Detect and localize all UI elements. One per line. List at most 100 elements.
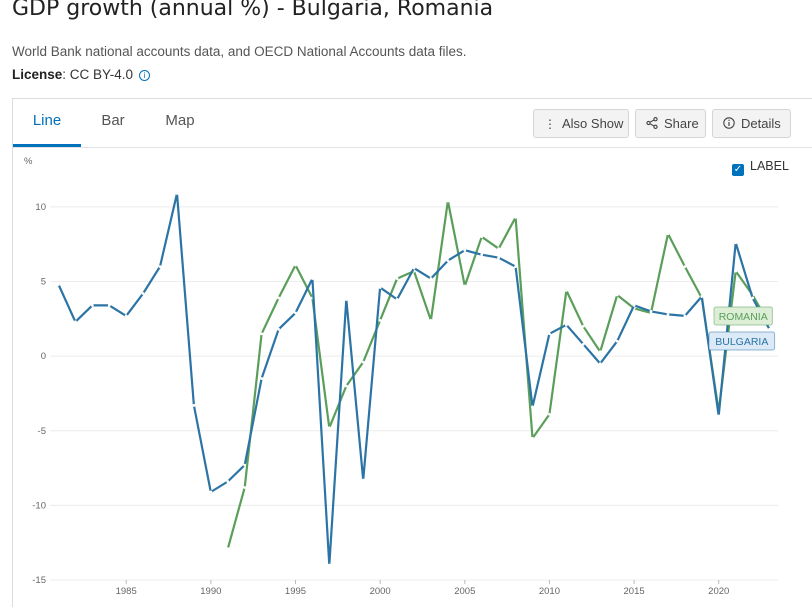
share-icon xyxy=(646,111,658,138)
series-line-romania xyxy=(226,199,771,549)
data-point xyxy=(734,269,738,273)
series-label: BULGARIA xyxy=(715,336,768,348)
data-point xyxy=(90,304,94,307)
data-point xyxy=(378,318,382,322)
data-point xyxy=(632,304,636,307)
data-point xyxy=(700,295,704,298)
data-point xyxy=(514,215,517,219)
x-tick-label: 1985 xyxy=(116,586,137,597)
data-point xyxy=(751,296,755,300)
tab-bar[interactable]: Bar xyxy=(101,112,125,129)
data-point xyxy=(344,384,348,388)
data-point xyxy=(327,426,331,430)
data-point xyxy=(666,232,670,236)
data-point xyxy=(531,405,534,409)
data-point xyxy=(378,286,382,289)
data-point xyxy=(446,259,450,263)
label-toggle[interactable]: ✓ LABEL xyxy=(732,159,789,176)
data-point xyxy=(734,241,738,245)
data-point xyxy=(480,253,484,257)
data-point xyxy=(141,292,145,295)
data-point xyxy=(57,283,60,286)
info-icon[interactable]: i xyxy=(139,70,151,81)
x-tick-label: 2010 xyxy=(539,586,560,597)
data-point xyxy=(209,490,213,494)
data-point xyxy=(548,332,551,336)
details-label: Details xyxy=(741,116,781,131)
data-point xyxy=(446,199,450,203)
series-line-bulgaria xyxy=(57,192,771,567)
y-tick-label: -10 xyxy=(32,500,46,511)
details-button[interactable]: Details xyxy=(712,109,791,138)
data-point xyxy=(226,547,230,551)
share-button[interactable]: Share xyxy=(635,109,706,138)
data-point xyxy=(548,412,551,416)
info-circle-icon xyxy=(723,111,735,138)
data-point xyxy=(361,478,365,482)
data-point xyxy=(429,277,433,280)
data-point xyxy=(294,263,297,267)
data-point xyxy=(192,404,196,407)
data-point xyxy=(344,298,348,301)
data-point xyxy=(581,342,585,346)
tab-line[interactable]: Line xyxy=(13,99,81,147)
data-point xyxy=(649,309,653,313)
x-tick-label: 1995 xyxy=(285,586,306,597)
data-point xyxy=(361,360,365,364)
y-tick-label: -15 xyxy=(32,575,46,586)
share-label: Share xyxy=(664,116,699,131)
checkbox-checked-icon[interactable]: ✓ xyxy=(732,164,744,176)
x-tick-label: 2015 xyxy=(624,586,645,597)
data-point xyxy=(497,256,501,260)
data-point xyxy=(260,332,264,336)
data-point xyxy=(564,289,568,292)
license-line: License: CC BY-4.0 i xyxy=(12,67,151,82)
x-tick-label: 2020 xyxy=(708,586,729,597)
data-point xyxy=(327,563,331,567)
data-point xyxy=(683,265,687,269)
data-point xyxy=(124,314,128,318)
data-point xyxy=(768,327,771,331)
data-point xyxy=(107,304,111,307)
data-point xyxy=(277,327,280,331)
license-label: License xyxy=(12,67,63,82)
data-point xyxy=(243,463,247,467)
data-point xyxy=(514,265,517,269)
x-tick-label: 1990 xyxy=(200,586,221,597)
data-point xyxy=(581,324,585,328)
x-tick-label: 2000 xyxy=(370,586,391,597)
series-label-box xyxy=(713,306,773,326)
also-show-button[interactable]: ⋮ Also Show xyxy=(533,109,629,138)
data-point xyxy=(226,480,230,483)
series-label: ROMANIA xyxy=(719,311,768,323)
data-point xyxy=(395,298,399,301)
data-point xyxy=(158,265,162,269)
y-tick-label: -5 xyxy=(38,426,46,437)
data-point xyxy=(666,312,670,316)
data-point xyxy=(564,323,568,327)
license-value: : CC BY-4.0 xyxy=(62,67,134,82)
data-point xyxy=(463,284,467,288)
y-tick-label: 5 xyxy=(41,277,46,288)
data-point xyxy=(311,277,314,280)
y-tick-label: 0 xyxy=(41,351,46,362)
data-point xyxy=(497,247,501,251)
x-tick-label: 2005 xyxy=(454,586,475,597)
tab-map[interactable]: Map xyxy=(165,112,195,129)
label-toggle-text: LABEL xyxy=(750,159,789,173)
data-point xyxy=(615,339,619,343)
also-show-label: Also Show xyxy=(562,116,624,131)
y-tick-label: 10 xyxy=(35,202,46,213)
data-point xyxy=(429,318,433,322)
data-point xyxy=(412,266,416,270)
source-note: World Bank national accounts data, and O… xyxy=(12,44,467,59)
y-axis-unit-label: % xyxy=(24,156,33,167)
series-label-box xyxy=(708,331,776,351)
page-title: GDP growth (annual %) - Bulgaria, Romani… xyxy=(12,0,494,21)
data-point xyxy=(395,277,399,280)
view-tabs: Line Bar Map ⋮ Also Show Share Details xyxy=(13,99,812,148)
chart-panel: Line Bar Map ⋮ Also Show Share Details ✓ L… xyxy=(12,98,812,607)
data-point xyxy=(73,320,77,324)
data-point xyxy=(683,314,687,318)
